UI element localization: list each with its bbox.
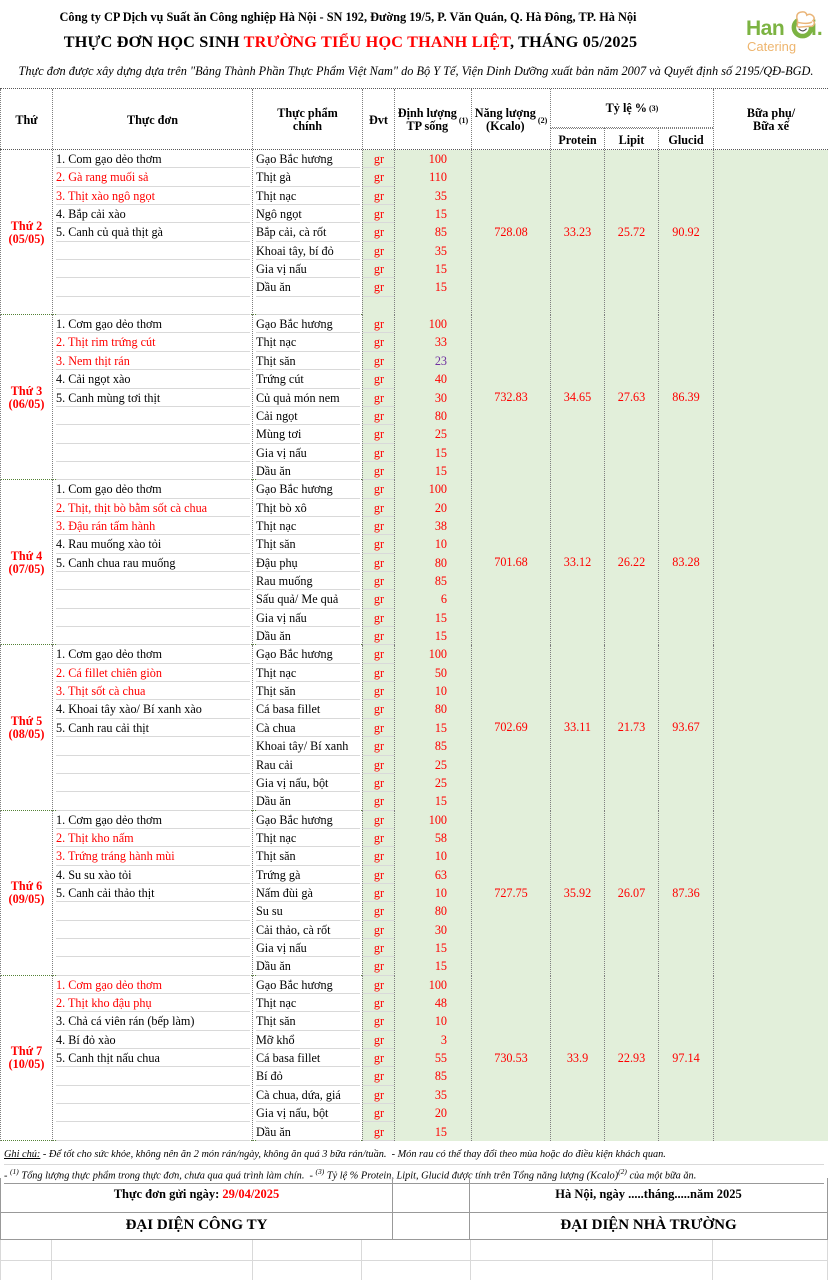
- svg-text:Catering: Catering: [747, 39, 796, 54]
- svg-text:Han: Han: [746, 17, 784, 40]
